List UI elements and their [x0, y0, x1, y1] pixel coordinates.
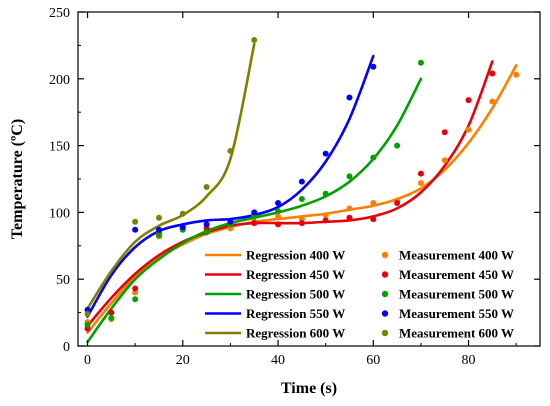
measurement-point-2-15: [417, 170, 424, 177]
measurement-point-2-16: [441, 129, 448, 136]
measurement-point-3-1: [84, 321, 91, 328]
regression-curve-5: [86, 42, 256, 310]
x-tick-label: 60: [366, 353, 380, 368]
measurement-point-1-16: [441, 157, 448, 164]
measurement-point-2-18: [489, 70, 496, 77]
measurement-point-2-13: [370, 216, 377, 223]
legend-label-measurement: Measurement 500 W: [399, 287, 514, 302]
measurement-point-2-11: [322, 217, 329, 224]
measurement-point-4-3: [155, 226, 162, 233]
measurement-point-4-9: [298, 178, 305, 185]
measurement-point-4-12: [370, 63, 377, 70]
measurement-point-4-11: [346, 94, 353, 101]
measurement-point-1-9: [275, 213, 282, 220]
y-tick-label: 100: [49, 206, 70, 221]
measurement-point-2-8: [251, 220, 258, 227]
measurement-point-2-2: [108, 309, 115, 316]
measurement-point-3-14: [394, 142, 401, 149]
legend-label-measurement: Measurement 450 W: [399, 267, 514, 282]
legend-label-regression: Regression 500 W: [246, 287, 345, 302]
measurement-point-4-10: [322, 150, 329, 157]
measurement-point-1-12: [346, 205, 353, 212]
x-tick-label: 40: [271, 353, 285, 368]
legend-marker-5: [381, 329, 389, 337]
measurement-point-1-18: [489, 98, 496, 105]
x-axis-title: Time (s): [281, 380, 337, 397]
regression-curve-2: [86, 60, 494, 328]
measurement-point-2-14: [394, 200, 401, 207]
measurement-point-2-17: [465, 97, 472, 104]
y-tick-label: 0: [63, 340, 70, 355]
measurement-point-1-11: [322, 212, 329, 219]
measurement-points: [84, 37, 520, 332]
measurement-point-3-9: [275, 208, 282, 215]
measurement-point-5-3: [155, 214, 162, 221]
legend-label-measurement: Measurement 600 W: [399, 326, 514, 341]
measurement-point-4-7: [251, 209, 258, 216]
measurement-point-3-12: [346, 173, 353, 180]
measurement-point-5-5: [203, 184, 210, 191]
measurement-point-3-13: [370, 154, 377, 161]
legend-label-measurement: Measurement 550 W: [399, 306, 514, 321]
y-tick-label: 150: [49, 140, 70, 155]
measurement-point-3-2: [108, 314, 115, 321]
x-tick-label: 20: [176, 353, 190, 368]
legend-label-regression: Regression 550 W: [246, 306, 345, 321]
measurement-point-4-4: [179, 224, 186, 231]
measurement-point-3-3: [132, 296, 139, 303]
legend-label-measurement: Measurement 400 W: [399, 248, 514, 263]
measurement-point-4-6: [227, 218, 234, 225]
measurement-point-3-11: [322, 190, 329, 197]
measurement-point-5-2: [132, 218, 139, 225]
measurement-point-3-4: [155, 232, 162, 239]
measurement-point-4-2: [132, 226, 139, 233]
measurement-point-4-8: [275, 200, 282, 207]
y-axis-title: Temperature (ºC): [9, 119, 26, 239]
legend-marker-2: [381, 271, 389, 278]
measurement-point-2-9: [275, 221, 282, 228]
y-tick-label: 250: [49, 6, 70, 21]
measurement-point-1-17: [465, 126, 472, 133]
measurement-point-3-10: [298, 196, 305, 203]
x-tick-label: 80: [462, 353, 476, 368]
legend: Regression 400 W Regression 450 W Regressi…: [205, 248, 514, 341]
y-tick-label: 200: [49, 73, 70, 88]
measurement-point-3-15: [417, 59, 424, 66]
measurement-point-5-7: [251, 37, 258, 44]
measurement-point-3-6: [203, 229, 210, 236]
legend-label-regression: Regression 600 W: [246, 326, 345, 341]
measurement-point-1-19: [513, 71, 520, 78]
measurement-point-1-13: [370, 200, 377, 207]
y-tick-label: 50: [56, 273, 70, 288]
measurement-point-5-4: [179, 210, 186, 217]
x-axis-ticks: 0 20 40 60 80: [84, 12, 517, 368]
measurement-point-1-15: [417, 180, 424, 187]
legend-label-regression: Regression 400 W: [246, 248, 345, 263]
legend-marker-3: [381, 290, 389, 298]
y-axis-ticks: 0 50 100 150 200 250: [49, 6, 540, 355]
legend-marker-4: [381, 310, 389, 317]
measurement-point-5-6: [227, 147, 234, 154]
measurement-point-2-3: [132, 285, 139, 292]
measurement-point-2-10: [298, 220, 305, 227]
legend-marker-1: [381, 251, 389, 259]
measurement-point-2-12: [346, 214, 353, 221]
legend-label-regression: Regression 450 W: [246, 267, 345, 282]
x-tick-label: 0: [84, 353, 91, 368]
measurement-point-4-5: [203, 221, 210, 228]
measurement-point-5-1: [84, 310, 91, 317]
